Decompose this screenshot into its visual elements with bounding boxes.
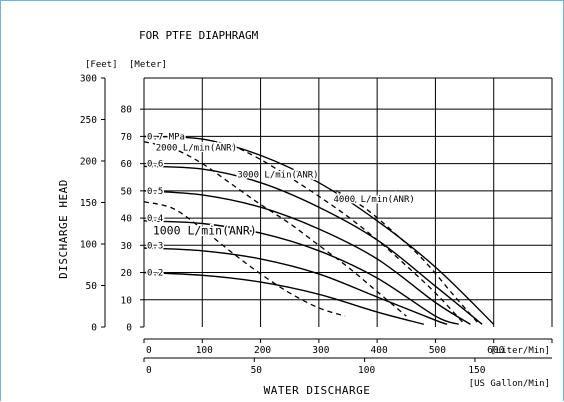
series-group [143, 135, 495, 325]
x-tick-label-liter: 300 [312, 345, 329, 356]
x-tick-label-liter: 400 [371, 345, 388, 356]
y-tick-label-feet: 50 [86, 281, 98, 292]
pressure-curve-0-7-mpa [143, 135, 495, 325]
y-unit-feet: [Feet] [85, 60, 118, 70]
y-tick-label-meter: 30 [121, 241, 133, 252]
air-consumption-curve-1000-l-min-anr- [143, 201, 346, 317]
y-tick-label-feet: 300 [80, 74, 97, 85]
x-unit-liter: [Liter/Min] [490, 346, 550, 356]
curve-label: 0.2 [147, 269, 163, 279]
pressure-curve-0-5 [143, 190, 471, 325]
pressure-curve-0-3 [143, 247, 448, 325]
y-tick-label-feet: 100 [80, 240, 97, 251]
x-tick-label-gallon: 100 [358, 365, 375, 376]
chart-title: FOR PTFE DIAPHRAGM [139, 29, 259, 42]
y-tick-label-feet: 150 [80, 198, 97, 209]
y-tick-label-meter: 60 [121, 159, 133, 170]
y-tick-label-meter: 10 [121, 295, 133, 306]
grid [144, 77, 553, 327]
air-consumption-curve-2000-l-min-anr- [143, 141, 407, 317]
axes: 0 10 20 30 40 50 60 70 80 0 50 100 150 200 250 300 0 100 2… [80, 74, 553, 376]
curve-label: 3000 L/min(ANR) [237, 171, 318, 181]
x-unit-gallon: [US Gallon/Min] [469, 379, 550, 389]
y-tick-label-meter: 40 [121, 214, 133, 225]
y-tick-label-meter: 50 [121, 186, 133, 197]
x-tick-label-liter: 200 [254, 345, 271, 356]
x-axis-label: WATER DISCHARGE [264, 384, 371, 397]
y-tick-label-meter: 80 [121, 105, 133, 116]
curve-label: 0.5 [147, 187, 163, 197]
y-axis-label: DISCHARGE HEAD [57, 179, 70, 279]
y-tick-label-meter: 0 [126, 323, 132, 334]
air-consumption-curve-3000-l-min-anr- [231, 144, 466, 325]
y-tick-label-feet: 0 [91, 323, 97, 334]
curve-label: 0.6 [147, 160, 163, 170]
pressure-curve-0-2 [143, 271, 424, 325]
curve-label: 4000 L/min(ANR) [334, 195, 415, 205]
pressure-curve-0-6 [143, 165, 483, 325]
air-consumption-curve-4000-l-min-anr- [335, 190, 480, 325]
x-tick-label-liter: 500 [429, 345, 446, 356]
y-tick-label-feet: 250 [80, 115, 97, 126]
x-tick-label-liter: 100 [196, 345, 213, 356]
y-tick-label-feet: 200 [80, 157, 97, 168]
x-tick-label-gallon: 50 [251, 365, 263, 376]
y-tick-label-meter: 70 [121, 132, 133, 143]
curve-label: 0.4 [147, 214, 163, 224]
y-unit-meter: [Meter] [129, 60, 167, 70]
x-tick-label-gallon: 150 [468, 365, 485, 376]
curve-label: 0.7 MPa [147, 132, 185, 142]
x-tick-label-liter: 0 [146, 345, 152, 356]
x-tick-label-liter: 600 [487, 345, 504, 356]
curve-label: 0.3 [147, 241, 163, 251]
curve-labels: 0.7 MPa 0.6 0.5 0.4 0.3 0.2 2000 L/min(ANR) 300… [146, 131, 417, 280]
curve-label: 2000 L/min(ANR) [156, 143, 237, 153]
x-tick-label-gallon: 0 [146, 365, 152, 376]
curve-label: 1000 L/min(ANR) [153, 224, 257, 238]
pressure-curve-0-4 [143, 220, 459, 325]
y-tick-label-meter: 20 [121, 268, 133, 279]
